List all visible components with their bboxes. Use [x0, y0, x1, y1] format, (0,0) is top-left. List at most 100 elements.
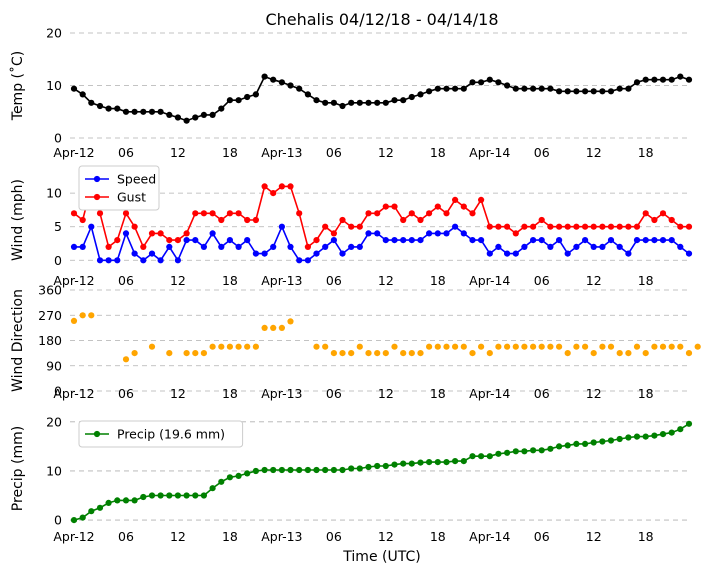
x-tick-label: Apr-12 — [53, 273, 94, 288]
data-point — [556, 223, 563, 230]
data-point — [478, 453, 485, 460]
data-point — [356, 99, 363, 106]
data-point — [616, 223, 623, 230]
data-point — [79, 312, 86, 319]
x-tick-label: Apr-14 — [469, 529, 510, 544]
y-axis-label: Precip (mm) — [10, 426, 26, 511]
x-tick-label: Apr-13 — [261, 273, 302, 288]
data-point — [512, 250, 519, 257]
data-point — [573, 343, 580, 350]
data-point — [633, 223, 641, 230]
data-point — [434, 85, 441, 92]
data-point — [131, 108, 138, 115]
y-tick-label: 0 — [54, 131, 62, 146]
x-tick-label: 06 — [118, 386, 134, 401]
x-tick-label: Apr-13 — [261, 386, 302, 401]
y-axis-label: Temp (˚C) — [9, 51, 26, 121]
x-tick-label: 06 — [326, 145, 342, 160]
data-point — [460, 203, 467, 210]
data-point — [218, 105, 225, 112]
data-point — [564, 223, 571, 230]
data-point — [486, 223, 493, 230]
data-point — [685, 420, 693, 427]
data-point — [582, 223, 589, 230]
data-point — [495, 79, 502, 86]
data-point — [382, 350, 389, 357]
legend-swatch-marker — [93, 193, 101, 201]
data-point — [625, 85, 632, 92]
series-2-0 — [70, 312, 701, 363]
data-point — [495, 223, 502, 230]
data-point — [382, 462, 389, 470]
data-point — [304, 466, 311, 474]
panel-0: 0 10 20 Apr-12 06 12 18 Apr-13 06 12 18 Apr-14 06 12 1… — [9, 10, 693, 160]
data-point — [452, 343, 459, 350]
data-point — [365, 350, 372, 357]
data-point — [235, 210, 242, 217]
data-point — [607, 343, 615, 350]
data-point — [356, 465, 363, 472]
y-tick-label: 0 — [54, 513, 62, 528]
data-point — [330, 466, 337, 474]
data-point — [538, 343, 545, 350]
data-point — [599, 438, 606, 445]
data-point — [651, 216, 658, 224]
x-tick-label: Apr-14 — [469, 273, 510, 288]
data-point — [278, 324, 285, 331]
data-point — [659, 210, 667, 217]
x-tick-label: 18 — [222, 529, 238, 544]
legend-swatch-marker — [93, 430, 101, 438]
data-point — [209, 343, 216, 350]
data-point — [166, 111, 173, 118]
data-point — [287, 318, 294, 325]
data-point — [209, 210, 216, 217]
data-point — [400, 460, 407, 467]
data-point — [512, 343, 519, 350]
series-line — [74, 224, 690, 262]
data-point — [556, 88, 563, 95]
data-point — [252, 343, 259, 350]
data-point — [218, 243, 225, 250]
data-point — [659, 343, 667, 350]
data-point — [122, 108, 130, 115]
x-tick-label: 18 — [222, 386, 238, 401]
data-point — [174, 237, 181, 244]
data-point — [469, 237, 476, 244]
legend-label: Speed — [117, 172, 156, 187]
data-point — [374, 462, 381, 470]
data-point — [607, 437, 615, 444]
data-point — [599, 88, 606, 95]
data-point — [313, 466, 320, 474]
data-point — [642, 76, 649, 83]
data-point — [426, 88, 433, 95]
data-point — [287, 183, 294, 190]
x-tick-label: 12 — [378, 273, 394, 288]
x-tick-label: 18 — [430, 145, 446, 160]
x-tick-label: 06 — [118, 273, 134, 288]
data-point — [374, 210, 381, 217]
data-point — [348, 465, 355, 472]
data-point — [668, 343, 675, 350]
legend-frame — [78, 420, 244, 448]
data-point — [599, 223, 606, 230]
data-point — [573, 223, 580, 230]
data-point — [408, 93, 415, 101]
data-point — [452, 223, 459, 230]
data-point — [504, 223, 511, 230]
data-point — [296, 210, 303, 217]
data-point — [521, 343, 528, 350]
data-point — [296, 257, 303, 264]
data-point — [96, 210, 104, 217]
data-point — [408, 237, 415, 244]
data-point — [538, 237, 545, 244]
data-point — [504, 250, 511, 257]
data-point — [192, 237, 199, 244]
data-point — [261, 466, 268, 474]
data-point — [582, 343, 589, 350]
data-point — [313, 250, 320, 257]
data-point — [105, 499, 112, 506]
data-point — [434, 230, 441, 237]
data-point — [270, 466, 277, 474]
data-point — [478, 196, 485, 203]
data-point — [270, 243, 277, 250]
